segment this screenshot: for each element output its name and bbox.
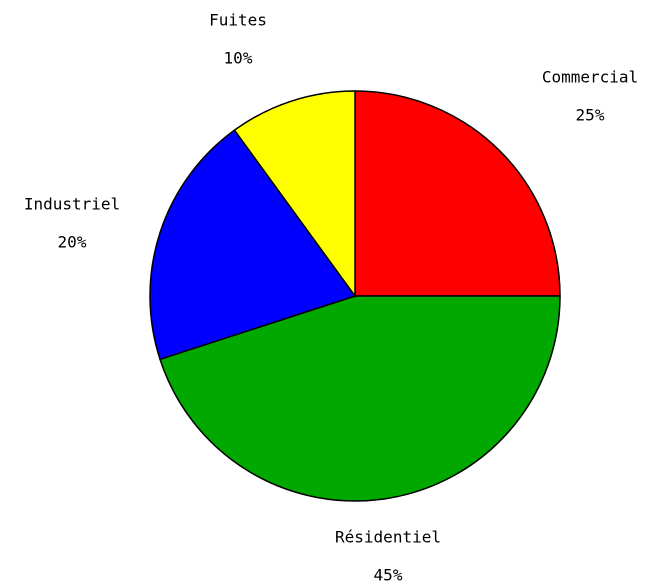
slice-value-label: 10% xyxy=(224,49,253,68)
slice-label: Fuites xyxy=(209,11,267,30)
slice-value-label: 25% xyxy=(576,106,605,125)
slice-label: Résidentiel xyxy=(335,528,441,547)
slice-label: Commercial xyxy=(542,68,638,87)
slice-value-label: 45% xyxy=(374,566,403,585)
pie-slice xyxy=(354,90,561,297)
slice-value-label: 20% xyxy=(58,233,87,252)
slice-label: Industriel xyxy=(24,195,120,214)
pie-slice xyxy=(233,90,356,299)
pie-slice xyxy=(149,129,357,361)
pie-slice xyxy=(159,295,561,502)
